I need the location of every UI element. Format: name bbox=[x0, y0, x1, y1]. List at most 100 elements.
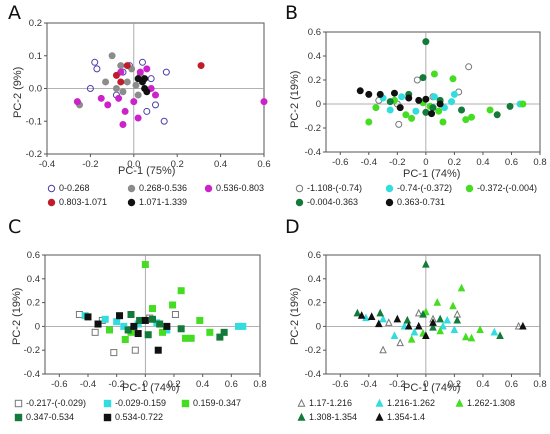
legend-item: 0.347-0.534 bbox=[14, 412, 74, 422]
data-point bbox=[453, 315, 462, 324]
data-point bbox=[408, 114, 416, 122]
legend-label: -0.74-(-0.372) bbox=[397, 183, 453, 193]
x-tick-label: -0.2 bbox=[82, 159, 98, 170]
legend-marker bbox=[375, 412, 384, 421]
legend-label: 0-0.268 bbox=[59, 183, 90, 193]
scatter-plot-a: -0.4 -0.2 0.0 0.2 0.4 0.6-0.2-0.10.00.10.2 bbox=[26, 18, 271, 170]
legend-marker bbox=[127, 184, 136, 193]
data-point bbox=[123, 78, 131, 86]
data-point bbox=[386, 106, 394, 114]
y-tick-label: 0.6 bbox=[27, 250, 40, 261]
data-point bbox=[429, 318, 437, 326]
plot-frame bbox=[325, 31, 541, 153]
legend-item: 0.363-0.731 bbox=[385, 197, 445, 207]
legend-item: 0-0.268 bbox=[47, 183, 90, 193]
data-point bbox=[435, 107, 443, 115]
y-tick-label: 0.4 bbox=[308, 51, 321, 62]
legend-symbol bbox=[103, 399, 112, 408]
data-point bbox=[439, 321, 447, 330]
x-tick-label: 0.4 bbox=[476, 379, 489, 390]
data-point bbox=[206, 328, 214, 336]
legend-marker bbox=[14, 399, 23, 408]
data-point bbox=[196, 316, 204, 324]
legend-symbol bbox=[385, 184, 394, 193]
data-point bbox=[120, 322, 128, 330]
data-point bbox=[143, 65, 151, 73]
x-axis-label: PC-1 (74%) bbox=[122, 382, 180, 394]
data-point bbox=[112, 85, 120, 92]
panel-letter: C bbox=[8, 216, 22, 238]
legend-item: 0.536-0.803 bbox=[204, 183, 264, 193]
x-axis-label: PC-1 (74%) bbox=[403, 382, 461, 394]
data-point bbox=[365, 118, 373, 126]
data-point bbox=[436, 100, 444, 108]
data-point bbox=[116, 312, 124, 320]
data-point bbox=[450, 90, 458, 98]
data-point bbox=[402, 111, 410, 119]
data-point bbox=[519, 321, 527, 330]
y-tick-label: 0 bbox=[316, 321, 321, 332]
x-tick-label: -0.4 bbox=[80, 379, 96, 390]
data-point bbox=[159, 328, 167, 336]
data-point bbox=[372, 104, 380, 112]
legend-item: -0.004-0.363 bbox=[295, 197, 358, 207]
y-tick-label: 0.0 bbox=[29, 84, 42, 95]
data-point bbox=[374, 319, 383, 328]
data-point bbox=[384, 318, 393, 326]
data-point bbox=[443, 315, 452, 324]
y-tick-label: 0.6 bbox=[308, 250, 321, 261]
data-point bbox=[163, 322, 171, 330]
legend-symbol bbox=[385, 198, 394, 207]
data-point bbox=[134, 91, 142, 99]
y-tick-label: -0.2 bbox=[305, 345, 321, 356]
legend-item: 1.17-1.216 bbox=[297, 398, 352, 408]
y-tick-label: 0 bbox=[35, 321, 40, 332]
data-point bbox=[429, 323, 437, 331]
y-tick-label: 0.4 bbox=[27, 274, 40, 285]
x-axis-label: PC-1 (75%) bbox=[118, 165, 176, 177]
data-point bbox=[353, 308, 362, 317]
legend-label: 0.159-0.347 bbox=[193, 398, 242, 408]
panel-letter: D bbox=[285, 216, 300, 238]
legend-label: 1.308-1.354 bbox=[309, 412, 358, 422]
scatter-plot-b: -0.6 -0.4 -0.2 0 0.2 0.4 0.6 0.8 -0.4 -0.2 0 0.2 0.4… bbox=[305, 27, 547, 168]
data-point bbox=[119, 88, 127, 96]
x-tick-label: -0.6 bbox=[332, 157, 348, 168]
legend-label: 1.216-1.262 bbox=[387, 398, 436, 408]
legend-symbol bbox=[127, 184, 136, 193]
legend-label: 1.354-1.4 bbox=[387, 412, 426, 422]
data-point bbox=[415, 96, 423, 104]
data-point bbox=[379, 345, 387, 354]
data-point bbox=[84, 313, 92, 321]
data-point bbox=[422, 259, 430, 268]
x-tick-label: -0.4 bbox=[361, 379, 377, 390]
data-point bbox=[398, 93, 406, 101]
data-point bbox=[149, 315, 156, 323]
data-point bbox=[106, 326, 113, 334]
legend-item: 1.308-1.354 bbox=[297, 412, 357, 422]
y-tick-label: -0.2 bbox=[24, 345, 40, 356]
data-point bbox=[171, 311, 179, 318]
x-tick-label: 0.4 bbox=[196, 379, 209, 390]
data-point bbox=[422, 38, 430, 46]
legend-marker bbox=[455, 398, 464, 407]
legend-marker bbox=[385, 198, 394, 207]
legend-item: 1.354-1.4 bbox=[375, 412, 425, 422]
legend-symbol bbox=[47, 198, 56, 207]
legend: 0-0.268 0.268-0.536 0.536-0.803 0.803-1.… bbox=[0, 0, 275, 217]
legend-symbol bbox=[375, 412, 384, 421]
data-point bbox=[144, 331, 152, 339]
data-point bbox=[108, 52, 116, 60]
legend-symbol bbox=[127, 198, 136, 207]
data-point bbox=[412, 107, 420, 115]
legend-marker bbox=[204, 184, 213, 193]
data-point bbox=[131, 346, 139, 354]
data-point bbox=[169, 301, 177, 309]
x-tick-label: 0.6 bbox=[225, 379, 238, 390]
data-point bbox=[117, 78, 125, 86]
data-point bbox=[104, 101, 112, 109]
data-point bbox=[86, 85, 94, 92]
y-tick-label: -0.4 bbox=[305, 147, 321, 158]
data-point bbox=[430, 93, 438, 101]
legend-item: -0.372-(-0.004) bbox=[465, 183, 537, 193]
